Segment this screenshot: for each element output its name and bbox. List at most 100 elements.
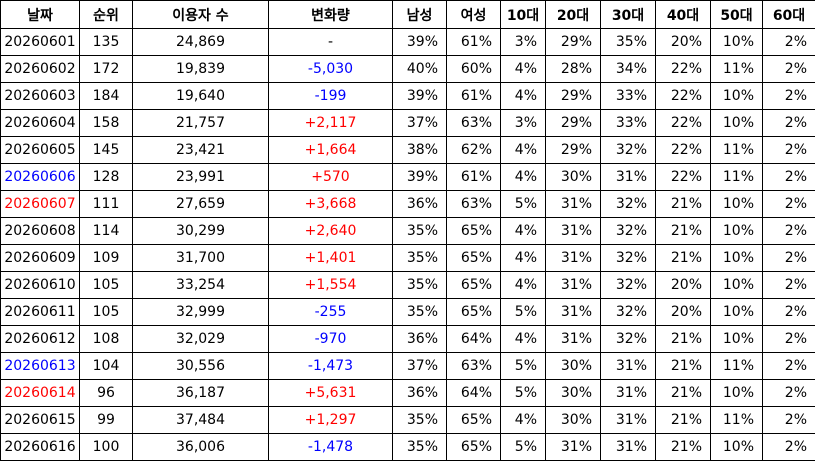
table-cell: 4% — [501, 272, 546, 299]
table-cell: 128 — [80, 164, 133, 191]
table-cell: 35% — [393, 434, 447, 461]
table-cell: 20260612 — [1, 326, 80, 353]
header-cell: 순위 — [80, 1, 133, 29]
table-cell: 24,869 — [133, 29, 269, 56]
table-cell: 31% — [601, 164, 656, 191]
table-cell: 10% — [711, 272, 763, 299]
table-cell: 20260609 — [1, 245, 80, 272]
table-cell: 61% — [447, 83, 501, 110]
table-cell: 4% — [501, 218, 546, 245]
table-cell: 20260613 — [1, 353, 80, 380]
table-cell: 32% — [601, 137, 656, 164]
header-cell: 50대 — [711, 1, 763, 29]
table-cell: 22% — [656, 56, 711, 83]
table-cell: 10% — [711, 299, 763, 326]
table-cell: 21% — [656, 407, 711, 434]
table-cell: 104 — [80, 353, 133, 380]
table-cell: 20260601 — [1, 29, 80, 56]
table-cell: 2% — [763, 434, 815, 461]
table-cell: 10% — [711, 326, 763, 353]
table-cell: 100 — [80, 434, 133, 461]
table-cell: 29% — [546, 110, 601, 137]
table-cell: 20% — [656, 272, 711, 299]
table-cell: 4% — [501, 245, 546, 272]
table-cell: 20260602 — [1, 56, 80, 83]
table-cell: 36% — [393, 380, 447, 407]
table-cell: 20260606 — [1, 164, 80, 191]
table-cell: 35% — [393, 272, 447, 299]
table-cell: 10% — [711, 245, 763, 272]
table-cell: 105 — [80, 272, 133, 299]
table-cell: 20260614 — [1, 380, 80, 407]
table-cell: 10% — [711, 218, 763, 245]
table-cell: 10% — [711, 83, 763, 110]
table-cell: 32% — [601, 191, 656, 218]
header-cell: 변화량 — [269, 1, 393, 29]
table-cell: 36,187 — [133, 380, 269, 407]
header-cell: 이용자 수 — [133, 1, 269, 29]
table-cell: 21% — [656, 326, 711, 353]
table-cell: 11% — [711, 164, 763, 191]
header-cell: 10대 — [501, 1, 546, 29]
table-cell: -1,478 — [269, 434, 393, 461]
table-cell: 2% — [763, 245, 815, 272]
table-cell: 4% — [501, 164, 546, 191]
table-cell: 30% — [546, 164, 601, 191]
table-cell: 29% — [546, 29, 601, 56]
table-cell: 11% — [711, 407, 763, 434]
table-cell: 11% — [711, 353, 763, 380]
table-cell: 31% — [601, 434, 656, 461]
table-cell: +570 — [269, 164, 393, 191]
table-cell: 29% — [546, 83, 601, 110]
table-cell: 5% — [501, 353, 546, 380]
table-cell: 172 — [80, 56, 133, 83]
table-cell: 2% — [763, 272, 815, 299]
table-cell: 34% — [601, 56, 656, 83]
table-cell: 35% — [393, 299, 447, 326]
table-cell: 35% — [601, 29, 656, 56]
table-cell: 32% — [601, 299, 656, 326]
table-cell: 65% — [447, 299, 501, 326]
table-cell: 21% — [656, 434, 711, 461]
table-cell: 10% — [711, 191, 763, 218]
table-cell: 32% — [601, 326, 656, 353]
table-cell: 21% — [656, 218, 711, 245]
table-cell: 111 — [80, 191, 133, 218]
header-cell: 남성 — [393, 1, 447, 29]
table-cell: 2% — [763, 407, 815, 434]
table-cell: - — [269, 29, 393, 56]
table-cell: 35% — [393, 245, 447, 272]
table-cell: 22% — [656, 137, 711, 164]
table-cell: 64% — [447, 326, 501, 353]
table-cell: 31% — [546, 434, 601, 461]
table-cell: +1,297 — [269, 407, 393, 434]
table-cell: 11% — [711, 56, 763, 83]
table-cell: 22% — [656, 83, 711, 110]
table-cell: 105 — [80, 299, 133, 326]
table-cell: 3% — [501, 110, 546, 137]
table-cell: 27,659 — [133, 191, 269, 218]
table-cell: 21% — [656, 245, 711, 272]
table-cell: 39% — [393, 83, 447, 110]
table-cell: +1,401 — [269, 245, 393, 272]
table-cell: 30% — [546, 380, 601, 407]
table-cell: 31% — [601, 380, 656, 407]
table-cell: 61% — [447, 164, 501, 191]
table-cell: 32,029 — [133, 326, 269, 353]
table-cell: 22% — [656, 110, 711, 137]
table-cell: 32,999 — [133, 299, 269, 326]
table-cell: 20260607 — [1, 191, 80, 218]
table-cell: 32% — [601, 272, 656, 299]
table-cell: 11% — [711, 137, 763, 164]
